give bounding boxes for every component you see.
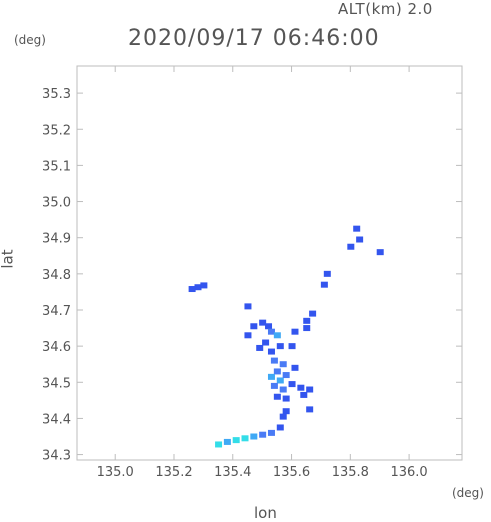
echo-cell: [353, 225, 361, 232]
echo-cell: [276, 343, 284, 350]
echo-cell: [309, 310, 317, 317]
y-tick-label: 34.7: [42, 304, 71, 319]
echo-cell: [376, 249, 384, 256]
echo-cell: [300, 391, 308, 398]
echo-cell: [250, 323, 258, 330]
echo-cell: [244, 303, 252, 310]
echo-cell: [282, 408, 290, 415]
echo-cell: [244, 332, 252, 339]
x-axis-unit: (deg): [452, 486, 484, 500]
x-axis-label: lon: [254, 504, 277, 522]
y-tick-label: 35.3: [42, 87, 71, 102]
echo-cell: [262, 339, 270, 346]
echo-cell: [188, 286, 196, 293]
echo-cell: [306, 386, 314, 393]
echo-cell: [288, 343, 296, 350]
plot-frame: [76, 65, 463, 461]
x-tick-label: 135.8: [332, 465, 369, 480]
echo-cell: [320, 281, 328, 288]
echo-cell: [267, 328, 275, 335]
echo-cell: [282, 372, 290, 379]
echo-cell: [356, 236, 364, 243]
echo-cell: [279, 361, 287, 368]
y-tick-label: 34.6: [42, 340, 71, 355]
echo-cell: [200, 282, 208, 289]
echo-cell: [256, 344, 264, 351]
y-tick-label: 35.1: [42, 159, 71, 174]
y-tick-label: 34.9: [42, 232, 71, 247]
echo-cell: [259, 319, 267, 326]
echo-cell: [303, 325, 311, 332]
x-tick-label: 135.0: [97, 465, 134, 480]
echo-cell: [215, 441, 223, 448]
y-tick-label: 34.4: [42, 412, 71, 427]
datetime-title: 2020/09/17 06:46:00: [128, 26, 380, 51]
x-tick-label: 136.0: [390, 465, 427, 480]
echo-cell: [347, 243, 355, 250]
echo-cell: [282, 395, 290, 402]
echo-cell: [223, 438, 231, 445]
altitude-label: ALT(km) 2.0: [338, 0, 433, 18]
echo-cell: [291, 364, 299, 371]
y-tick-label: 34.3: [42, 449, 71, 464]
x-tick-label: 135.2: [155, 465, 192, 480]
echo-cell: [279, 386, 287, 393]
y-tick-label: 34.8: [42, 268, 71, 283]
echo-cell: [267, 429, 275, 436]
echo-cell: [241, 435, 249, 442]
echo-cell: [288, 381, 296, 388]
echo-cell: [194, 284, 202, 291]
echo-cell: [273, 332, 281, 339]
y-tick-label: 35.2: [42, 123, 71, 138]
echo-cell: [232, 437, 240, 444]
echo-cell: [273, 368, 281, 375]
echo-cell: [270, 357, 278, 364]
echo-cell: [297, 384, 305, 391]
echo-cell: [276, 424, 284, 431]
echo-cell: [265, 323, 273, 330]
x-tick-label: 135.6: [273, 465, 310, 480]
echo-cell: [259, 431, 267, 438]
echo-cell: [306, 406, 314, 413]
echo-cell: [267, 373, 275, 380]
y-tick-label: 34.5: [42, 376, 71, 391]
echo-cell: [276, 377, 284, 384]
x-tick-label: 135.4: [214, 465, 251, 480]
y-axis-unit: (deg): [14, 33, 46, 47]
echo-cell: [273, 393, 281, 400]
echo-cell: [250, 433, 258, 440]
echo-cell: [270, 382, 278, 389]
echo-cell: [303, 317, 311, 324]
echo-cell: [267, 348, 275, 355]
echo-cell: [323, 270, 331, 277]
y-tick-label: 35.0: [42, 196, 71, 211]
echo-cell: [291, 328, 299, 335]
echo-cell: [279, 413, 287, 420]
